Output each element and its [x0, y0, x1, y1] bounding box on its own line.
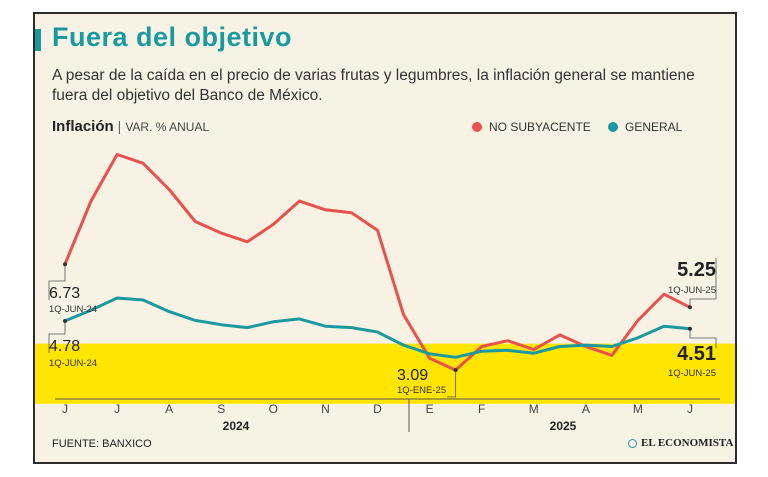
series-line-no-subyacente	[63, 153, 692, 372]
annotation-value: 4.51	[677, 343, 716, 365]
annotation-date: 1Q-ENE-25	[397, 385, 446, 396]
x-tick-label: M	[633, 402, 643, 416]
x-tick-label: N	[321, 402, 330, 416]
annotation-dot	[63, 262, 67, 267]
annotation-date: 1Q-JUN-24	[49, 304, 97, 315]
annotation-date: 1Q-JUN-25	[668, 285, 716, 296]
annotation-date: 1Q-JUN-25	[668, 368, 716, 379]
title-accent-bar	[35, 29, 41, 51]
page-subtitle: A pesar de la caída en el precio de vari…	[52, 67, 695, 104]
legend-dot-teal	[608, 122, 618, 132]
x-tick-label: J	[687, 402, 693, 416]
annotation-value: 6.73	[49, 285, 80, 302]
annotation-leader	[447, 370, 457, 398]
annotation-leader	[48, 320, 66, 353]
annotation-value: 5.25	[677, 259, 716, 281]
annotation-dot	[688, 326, 692, 331]
target-band	[35, 343, 735, 404]
annotation-value: 4.78	[49, 338, 80, 355]
x-tick-label: S	[217, 402, 225, 416]
x-tick-label: A	[165, 402, 173, 416]
source-note: FUENTE: BANXICO	[52, 438, 152, 450]
brand-logo: EL ECONOMISTA	[628, 437, 733, 449]
annotation-leader	[689, 258, 717, 308]
x-tick-label: J	[114, 402, 120, 416]
x-tick-label: O	[269, 402, 278, 416]
legend-item-no-subyacente: NO SUBYACENTE	[472, 120, 591, 134]
legend-label: NO SUBYACENTE	[489, 120, 591, 134]
globe-icon	[628, 438, 637, 448]
chart-title-separator: |	[117, 118, 122, 134]
year-label: 2024	[223, 419, 250, 433]
annotation-value: 3.09	[397, 367, 428, 384]
annotation-leader	[48, 264, 66, 300]
annotation-dot	[453, 368, 458, 373]
x-tick-label: M	[529, 402, 539, 416]
chart-title-main: Inflación	[52, 118, 114, 135]
x-tick-label: E	[426, 402, 434, 416]
x-tick-label: J	[62, 402, 68, 416]
page-title: Fuera del objetivo	[52, 22, 293, 52]
legend-item-general: GENERAL	[608, 120, 682, 134]
annotation-dot	[63, 318, 67, 323]
legend-dot-red	[472, 122, 482, 132]
brand-logo-text: EL ECONOMISTA	[641, 437, 734, 449]
x-tick-label: D	[373, 402, 382, 416]
chart-title: Inflación | VAR. % ANUAL	[52, 118, 209, 135]
chart-title-unit: VAR. % ANUAL	[125, 120, 210, 134]
legend-label: GENERAL	[625, 120, 683, 134]
x-tick-label: A	[582, 402, 590, 416]
annotation-dot	[688, 305, 692, 310]
x-tick-label: F	[478, 402, 485, 416]
annotation-leader	[689, 328, 717, 348]
year-label: 2025	[550, 419, 577, 433]
series-line-general	[63, 296, 692, 359]
annotation-date: 1Q-JUN-24	[49, 358, 97, 369]
